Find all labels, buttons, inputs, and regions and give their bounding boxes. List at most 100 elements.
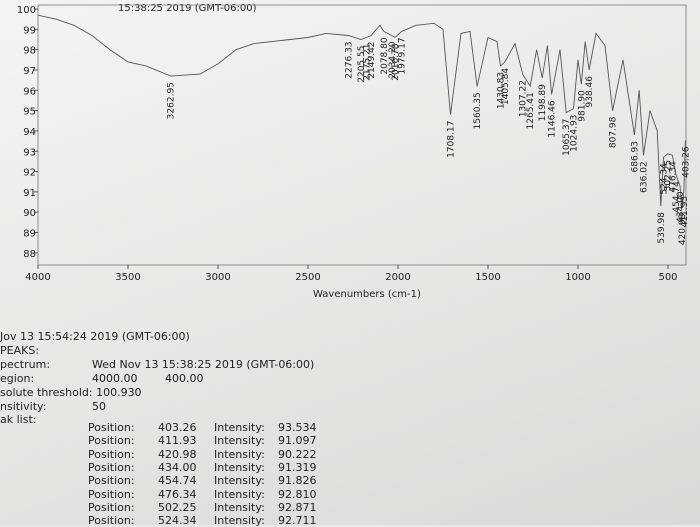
peak-label: 1146.46	[548, 100, 558, 137]
x-tick-label: 3500	[115, 272, 140, 283]
report-timestamp: Jov 13 15:54:24 2019 (GMT-06:00)	[0, 330, 190, 343]
y-tick-label: 90	[23, 208, 36, 219]
intensity-value: 92.810	[278, 487, 317, 501]
intensity-value: 92.871	[278, 500, 317, 514]
column-label: Intensity:	[214, 460, 265, 474]
y-tick-label: 91	[23, 188, 36, 199]
position-value: 454.74	[158, 474, 197, 488]
intensity-value: 93.534	[278, 421, 317, 434]
peak-label: 454.74	[672, 181, 682, 213]
field-value: 4000.00	[92, 372, 138, 385]
position-value: 524.34	[158, 514, 197, 527]
peak-label: 1307.22	[519, 80, 529, 117]
peak-label: 2175.21	[362, 44, 372, 81]
field-value: 50	[92, 400, 106, 413]
position-value: 502.25	[158, 500, 197, 514]
spectrum-line	[37, 14, 686, 208]
field-value: 400.00	[165, 372, 204, 385]
column-label: Intensity:	[214, 447, 265, 461]
x-tick-label: 2000	[385, 272, 410, 283]
column-label: Intensity:	[214, 474, 265, 488]
plot-frame	[37, 4, 687, 266]
field-label: pectrum:	[0, 358, 51, 371]
peak-label: 2276.33	[344, 41, 354, 78]
column-label: Intensity:	[214, 434, 265, 448]
peak-label: 476.34	[668, 161, 678, 193]
peak-label: 1430.83	[496, 72, 506, 109]
peak-label: 2205.55	[357, 46, 367, 83]
x-axis-label: Wavenumbers (cm-1)	[313, 289, 421, 300]
position-value: 411.93	[158, 434, 197, 448]
column-label: Intensity:	[214, 487, 265, 501]
column-label: Position:	[88, 474, 135, 488]
peak-label: 2034.20	[388, 41, 398, 78]
y-tick-label: 96	[23, 86, 36, 97]
peak-label: 3262.95	[167, 82, 177, 119]
column-label: Position:	[88, 500, 135, 514]
x-tick-label: 2500	[295, 272, 320, 283]
column-label: Position:	[88, 421, 135, 434]
column-label: Position:	[88, 447, 135, 461]
y-tick-label: 98	[23, 46, 36, 57]
peak-label: 2016.78	[391, 43, 401, 80]
x-tick-label: 3000	[205, 272, 230, 283]
peak-label: 1265.41	[526, 92, 536, 129]
peak-label: 502.25	[664, 160, 674, 192]
y-tick-label: 100	[17, 5, 36, 16]
intensity-value: 90.222	[278, 447, 317, 461]
peak-label: 1708.17	[447, 121, 457, 158]
peak-label: 524.34	[660, 163, 670, 195]
field-value: Wed Nov 13 15:38:25 2019 (GMT-06:00)	[92, 358, 315, 371]
y-tick-label: 92	[23, 168, 36, 179]
peak-label: 1024.93	[570, 115, 580, 152]
peak-label: 938.46	[585, 76, 595, 108]
peak-label: 403.26	[681, 146, 691, 178]
y-tick-label: 93	[23, 147, 36, 158]
peak-label: 420.98	[678, 213, 688, 245]
position-value: 420.98	[158, 447, 197, 461]
column-label: Position:	[88, 487, 135, 501]
peak-label: 2149.42	[367, 41, 377, 78]
x-tick-label: 1000	[565, 272, 590, 283]
position-value: 403.26	[158, 421, 197, 434]
y-tick-label: 95	[23, 107, 36, 118]
x-tick-label: 1500	[475, 272, 500, 283]
column-label: Position:	[88, 460, 135, 474]
column-label: Intensity:	[214, 514, 265, 527]
y-tick-label: 88	[23, 249, 36, 260]
x-tick-label: 500	[658, 272, 677, 283]
y-tick-label: 97	[23, 66, 36, 77]
intensity-value: 91.097	[278, 434, 317, 448]
column-label: Position:	[88, 434, 135, 448]
peak-label: 1405.84	[501, 68, 511, 105]
peak-label: 434.00	[676, 191, 686, 223]
column-label: Intensity:	[214, 421, 265, 434]
position-value: 476.34	[158, 487, 197, 501]
peak-label: 539.98	[657, 212, 667, 244]
peak-label: 807.98	[609, 116, 619, 148]
chart: 15:38:25 2019 (GMT-06:00) Wavenumbers (c…	[17, 3, 692, 300]
intensity-value: 91.319	[278, 460, 317, 474]
peak-label: 2078.80	[380, 37, 390, 74]
y-tick-label: 99	[23, 25, 36, 36]
position-value: 434.00	[158, 460, 197, 474]
column-label: Intensity:	[214, 500, 265, 514]
chart-title: 15:38:25 2019 (GMT-06:00)	[118, 3, 257, 14]
field-label: nsitivity:	[0, 400, 47, 413]
peak-label: 1560.35	[473, 92, 483, 129]
peak-label: 1979.17	[398, 37, 408, 74]
peak-label: 636.02	[640, 161, 650, 193]
peak-label: 411.93	[680, 196, 690, 228]
peak-label: 1198.89	[538, 84, 548, 121]
column-label: Position:	[88, 514, 135, 527]
y-tick-label: 94	[23, 127, 36, 138]
peak-label: 1065.37	[562, 119, 572, 156]
intensity-value: 91.826	[278, 474, 317, 488]
intensity-value: 92.711	[278, 514, 317, 527]
report-heading: PEAKS:	[0, 344, 40, 357]
field-label: egion:	[0, 372, 35, 385]
peak-label: 981.90	[577, 90, 587, 122]
peak-label: 686.93	[630, 141, 640, 173]
x-tick-label: 4000	[25, 272, 50, 283]
